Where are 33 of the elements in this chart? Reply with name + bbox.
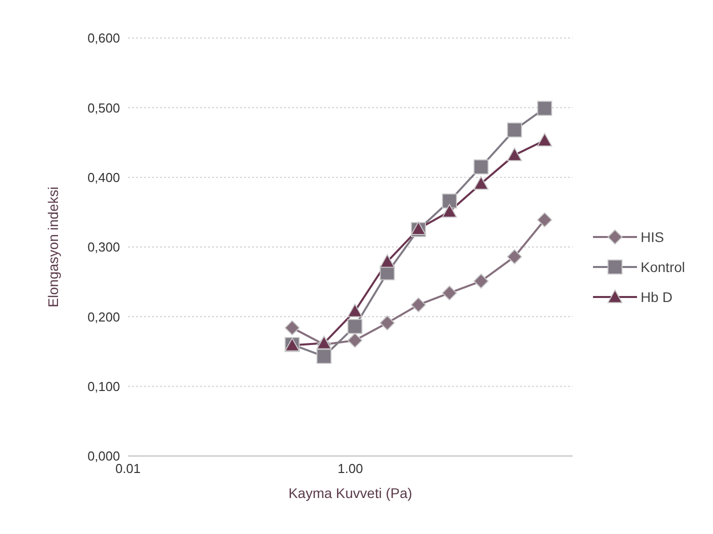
point <box>474 159 489 174</box>
point <box>410 297 426 312</box>
y-tick-label: 0,500 <box>87 100 120 116</box>
x-tick-label: 1.00 <box>338 461 363 476</box>
point <box>474 176 489 190</box>
x-axis-title: Kayma Kuvveti (Pa) <box>288 485 412 501</box>
y-tick-label: 0,200 <box>87 309 120 324</box>
point <box>316 348 332 364</box>
point <box>316 336 332 350</box>
point <box>442 194 457 209</box>
y-tick-label: 0,300 <box>87 240 120 255</box>
point <box>347 332 362 348</box>
y-axis-title: Elongasyon indeksi <box>44 186 61 308</box>
point <box>537 100 552 116</box>
y-tick-label: 0,400 <box>87 170 120 185</box>
y-tick-label: 0,100 <box>87 378 120 394</box>
point <box>537 132 552 147</box>
point <box>442 204 457 218</box>
point <box>442 285 457 300</box>
point <box>410 221 426 235</box>
legend-label: Hb D <box>640 289 673 305</box>
point <box>537 212 552 228</box>
point <box>347 304 362 318</box>
point <box>380 315 395 330</box>
point <box>474 274 489 289</box>
legend-label: Kontrol <box>640 259 685 275</box>
legend-label: HIS <box>640 229 664 245</box>
point <box>347 318 362 334</box>
point <box>284 320 300 336</box>
y-tick-label: 0,000 <box>87 448 120 464</box>
y-tick-label: 0,600 <box>87 30 120 46</box>
point <box>380 254 395 268</box>
x-tick-label: 0.01 <box>115 461 141 476</box>
